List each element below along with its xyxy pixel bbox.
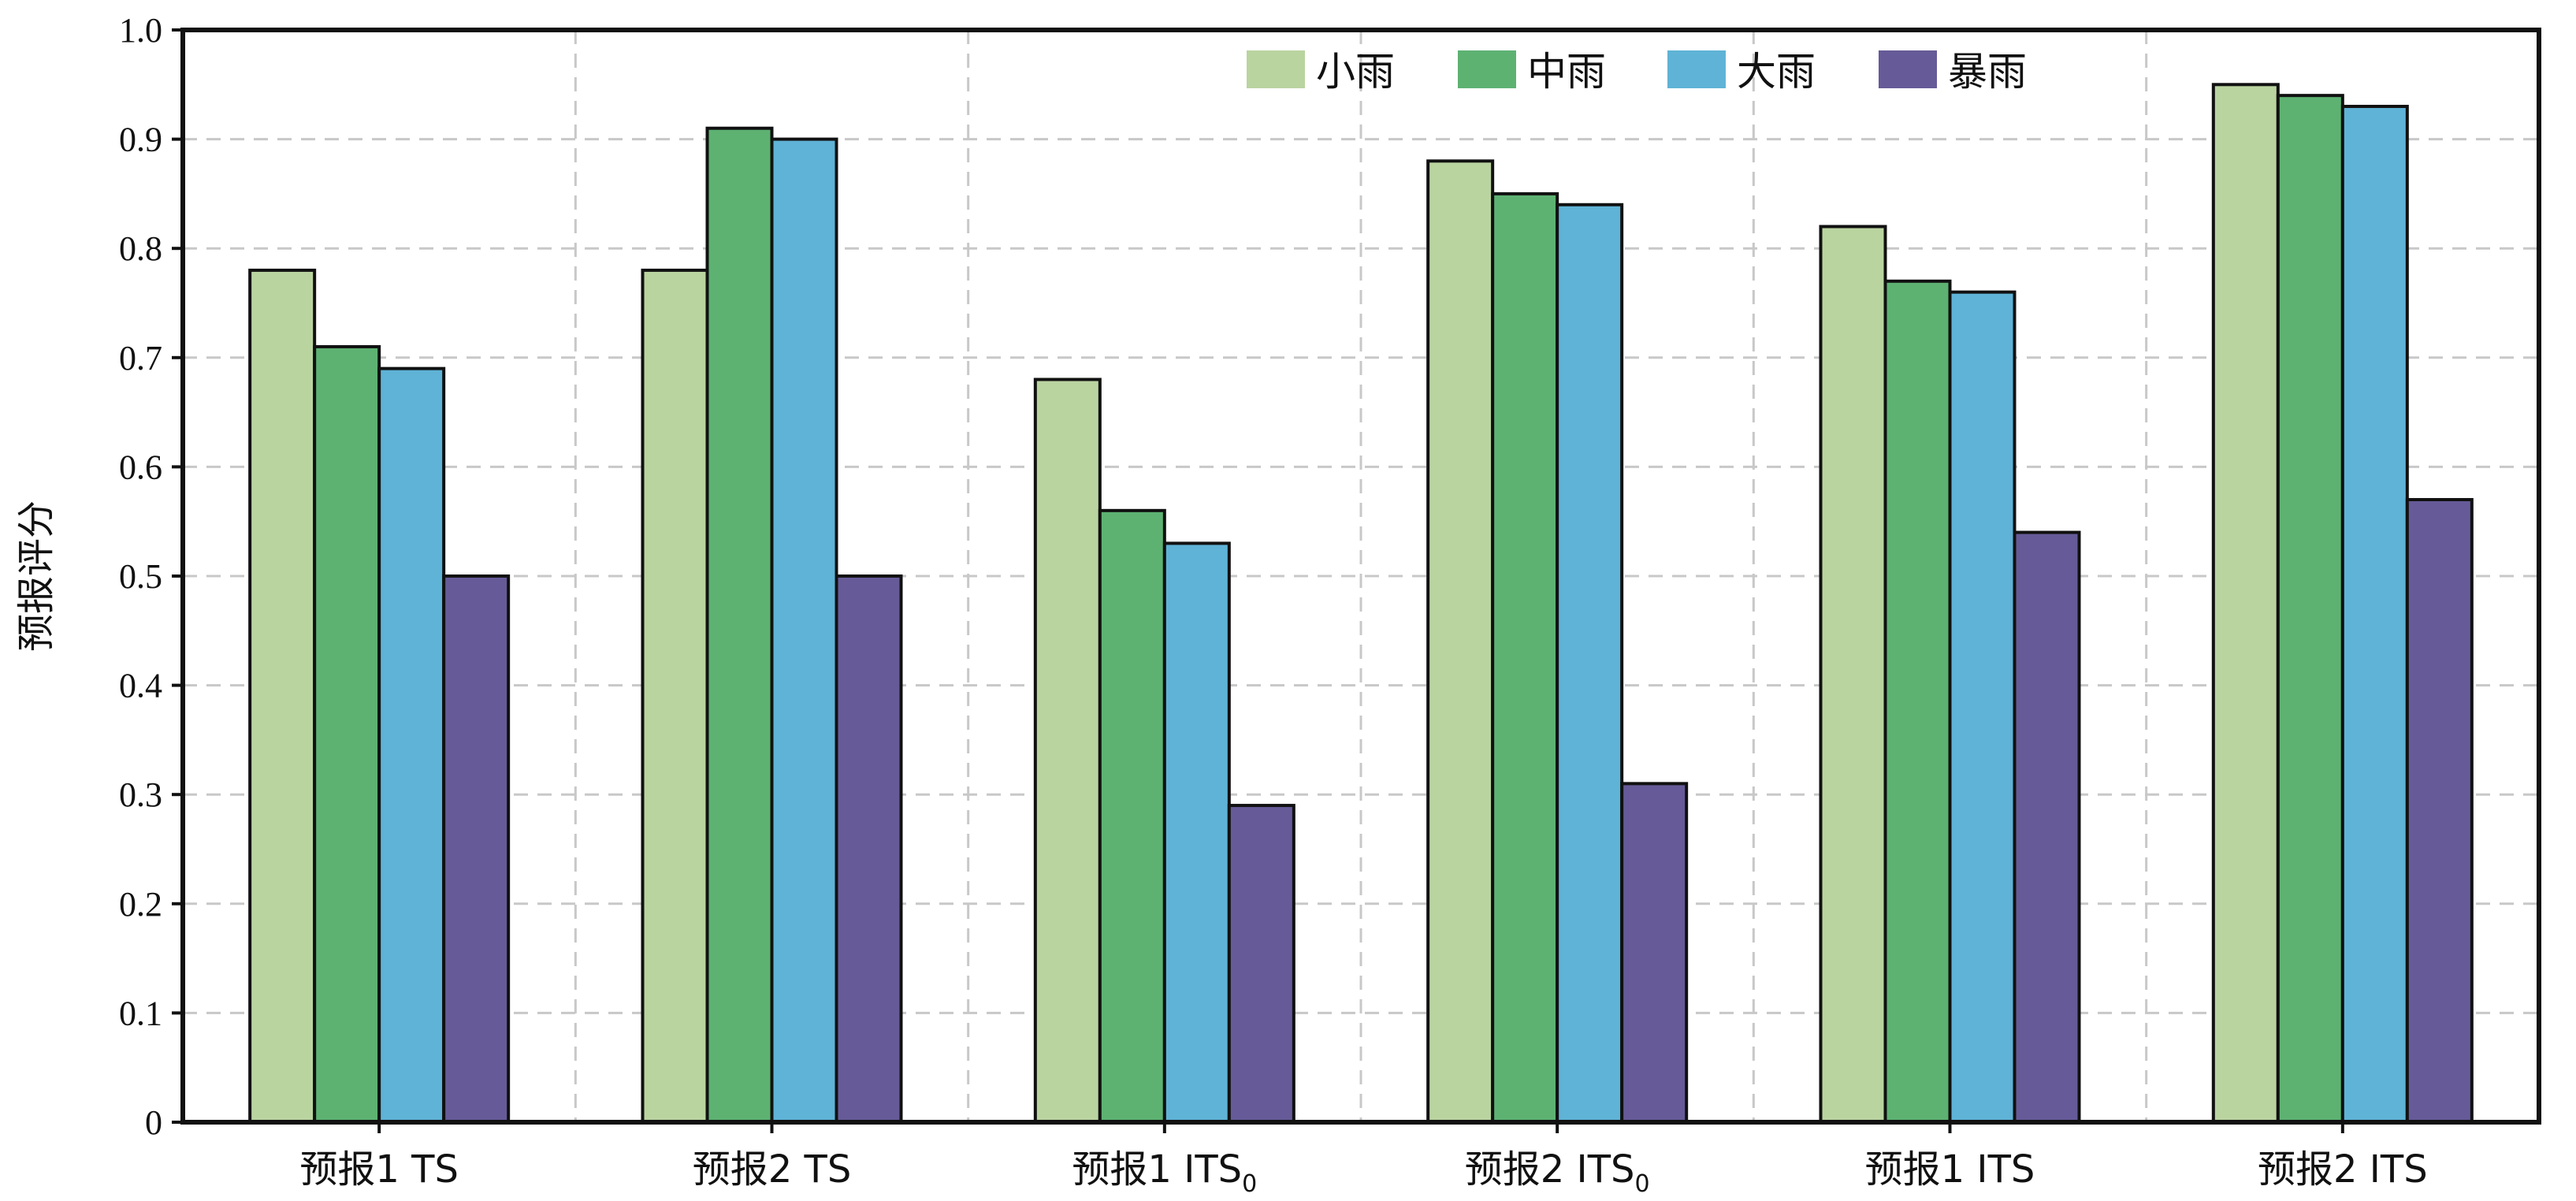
legend-label-4: 暴雨	[1948, 49, 2027, 95]
bar-6-2	[2276, 94, 2344, 1124]
y-axis-title: 预报评分	[14, 500, 58, 652]
y-tick-label: 0.4	[119, 667, 162, 705]
legend-swatch-2	[1458, 50, 1516, 88]
x-tick-label-text: 预报1 TS	[299, 1147, 459, 1192]
legend-label-3: 大雨	[1737, 49, 1816, 95]
bar-5-2	[1883, 279, 1952, 1124]
x-tick-label: 预报1 ITS	[1865, 1147, 2035, 1192]
x-tick-label-subscript: 0	[1242, 1170, 1257, 1198]
bar-3-1	[1033, 377, 1102, 1124]
bar-3-3	[1162, 541, 1231, 1124]
legend-swatch-3	[1667, 50, 1726, 88]
bar-1-3	[377, 366, 446, 1125]
bar-4-3	[1556, 203, 1624, 1124]
x-tick-label: 预报1 ITS0	[1072, 1147, 1257, 1198]
bar-6-3	[2340, 105, 2409, 1124]
y-tick-label: 0.9	[119, 121, 162, 159]
legend-swatch-4	[1879, 50, 1937, 88]
x-tick-label: 预报2 ITS	[2258, 1147, 2428, 1192]
y-tick-label: 0.8	[119, 229, 162, 268]
grid-layer	[183, 30, 2539, 1122]
legend-label-1: 小雨	[1316, 49, 1395, 95]
y-tick-label: 0.2	[119, 885, 162, 924]
x-tick-label: 预报2 TS	[693, 1147, 852, 1192]
y-tick-label: 0	[145, 1103, 162, 1142]
y-tick-label: 0.1	[119, 994, 162, 1032]
x-tick-label-text: 预报2 TS	[693, 1147, 852, 1192]
bar-3-4	[1227, 804, 1295, 1124]
legend-swatch-1	[1247, 50, 1305, 88]
bar-4-1	[1426, 159, 1495, 1125]
bar-2-2	[705, 126, 774, 1125]
x-tick-label: 预报2 ITS0	[1465, 1147, 1650, 1198]
y-axis: 0 0.1 0.2 0.3 0.4 0.5 0.6 0.7 0.8 0.9 1.0	[119, 11, 183, 1142]
bar-2-3	[770, 137, 838, 1125]
bar-1-2	[313, 344, 381, 1124]
bar-5-1	[1819, 225, 1887, 1125]
x-tick-label: 预报1 TS	[299, 1147, 459, 1192]
bar-4-4	[1620, 782, 1689, 1125]
y-tick-label: 0.5	[119, 557, 162, 596]
bar-6-4	[2405, 497, 2474, 1124]
legend-label-2: 中雨	[1527, 49, 1606, 95]
bar-6-1	[2211, 83, 2280, 1124]
x-tick-label-text: 预报1 ITS	[1865, 1147, 2035, 1192]
legend: 小雨 中雨 大雨 暴雨	[1247, 49, 2027, 95]
bar-5-4	[2013, 530, 2081, 1124]
y-tick-label: 1.0	[119, 11, 162, 50]
x-tick-label-text: 预报2 ITS	[2258, 1147, 2428, 1192]
bar-1-4	[442, 574, 511, 1124]
x-axis: 预报1 TS 预报2 TS 预报1 ITS0 预报2 ITS0 预报1 ITS 预报2 I…	[299, 1122, 2428, 1198]
bars-layer	[248, 83, 2474, 1125]
bar-2-1	[641, 268, 709, 1124]
bar-3-2	[1098, 508, 1166, 1124]
x-tick-label-subscript: 0	[1634, 1170, 1649, 1198]
y-tick-label: 0.7	[119, 339, 162, 377]
bar-5-3	[1948, 290, 2017, 1124]
y-tick-label: 0.6	[119, 448, 162, 486]
bar-2-4	[835, 574, 903, 1124]
y-tick-label: 0.3	[119, 775, 162, 814]
bar-1-1	[248, 268, 317, 1124]
x-tick-label-text: 预报2 ITS	[1465, 1147, 1635, 1192]
bar-4-2	[1491, 191, 1559, 1124]
x-tick-label-text: 预报1 ITS	[1072, 1147, 1242, 1192]
